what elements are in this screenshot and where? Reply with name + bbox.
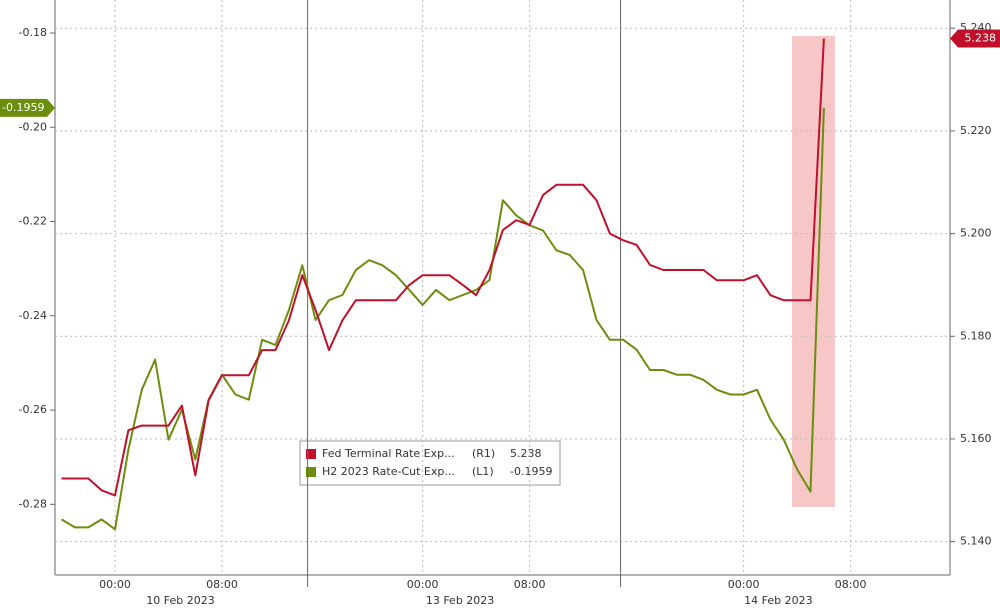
legend-value: 5.238 <box>510 447 542 460</box>
x-group-label: 14 Feb 2023 <box>744 594 812 607</box>
y-tick-label: -0.20 <box>19 120 47 133</box>
legend-axis-tag: (L1) <box>472 465 494 478</box>
legend-value: -0.1959 <box>510 465 552 478</box>
value-tag: 5.238 <box>950 29 1000 48</box>
y-tick-label: -0.28 <box>19 497 47 510</box>
x-tick-label: 00:00 <box>99 578 131 591</box>
y-tick-label: -0.22 <box>19 215 47 228</box>
legend: Fed Terminal Rate Exp... (R1) 5.238 H2 2023… <box>299 440 561 486</box>
x-tick-label: 08:00 <box>514 578 546 591</box>
value-tag-label: -0.1959 <box>2 101 44 114</box>
legend-box <box>299 440 561 486</box>
value-tag-shape <box>950 29 1000 48</box>
y2-tick-label: 5.220 <box>960 124 992 137</box>
y-tick-label: -0.26 <box>19 403 47 416</box>
y2-tick-label: 5.140 <box>960 535 992 548</box>
series-line <box>60 107 825 531</box>
series-line <box>61 38 825 497</box>
value-tag-label: 5.238 <box>965 32 997 45</box>
y-tick-label: -0.18 <box>19 26 47 39</box>
x-tick-label: 00:00 <box>407 578 439 591</box>
legend-name: H2 2023 Rate-Cut Exp... <box>322 465 455 478</box>
legend-swatch <box>306 467 316 477</box>
y2-tick-label: 5.180 <box>960 329 992 342</box>
y-tick-label: -0.24 <box>19 309 47 322</box>
legend-swatch <box>306 449 316 459</box>
x-tick-label: 08:00 <box>835 578 867 591</box>
value-tag: -0.1959 <box>0 98 55 117</box>
y2-tick-label: 5.200 <box>960 227 992 240</box>
highlight-box <box>792 36 835 507</box>
x-tick-label: 00:00 <box>728 578 760 591</box>
legend-name: Fed Terminal Rate Exp... <box>322 447 455 460</box>
y2-tick-label: 5.160 <box>960 432 992 445</box>
x-group-label: 13 Feb 2023 <box>426 594 494 607</box>
x-group-label: 10 Feb 2023 <box>146 594 214 607</box>
legend-axis-tag: (R1) <box>472 447 495 460</box>
x-tick-label: 08:00 <box>206 578 238 591</box>
value-tag-shape <box>0 98 55 117</box>
